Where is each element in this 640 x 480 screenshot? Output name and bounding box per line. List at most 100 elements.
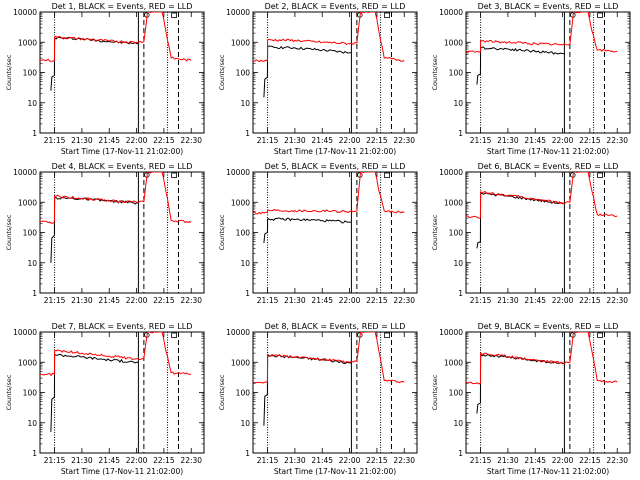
- y-tick-label: 1: [32, 289, 37, 298]
- y-tick-label: 10000: [13, 168, 37, 177]
- x-axis-label: Start Time (17-Nov-11 21:02:00): [61, 467, 183, 476]
- x-tick-label: 22:15: [579, 136, 601, 145]
- series-group: [253, 12, 405, 98]
- end-flag-marker: [171, 172, 177, 178]
- x-tick-label: 22:30: [606, 296, 628, 305]
- y-tick-label: 1000: [231, 358, 250, 367]
- series-lld-red: [466, 12, 618, 54]
- x-axis-label: Start Time (17-Nov-11 21:02:00): [61, 147, 183, 156]
- panel-title: Det 8, BLACK = Events, RED = LLD: [265, 322, 406, 331]
- series-events-black: [263, 354, 352, 426]
- detector-panel-2: Det 2, BLACK = Events, RED = LLD Counts/s…: [218, 2, 418, 156]
- series-group: [466, 12, 618, 85]
- series-group: [466, 172, 618, 249]
- y-tick-label: 1: [245, 129, 250, 138]
- x-tick-label: 21:15: [44, 456, 66, 465]
- y-tick-label: 1000: [231, 198, 250, 207]
- x-tick-label: 22:15: [366, 136, 388, 145]
- x-tick-label: 21:15: [257, 136, 279, 145]
- y-tick-label: 10: [453, 419, 463, 428]
- plot-frame: [39, 331, 205, 454]
- x-tick-label: 22:30: [393, 456, 415, 465]
- y-tick-label: 10000: [13, 8, 37, 17]
- x-tick-label: 22:15: [153, 136, 175, 145]
- panel-title: Det 9, BLACK = Events, RED = LLD: [478, 322, 619, 331]
- x-axis-label: Start Time (17-Nov-11 21:02:00): [487, 147, 609, 156]
- x-tick-label: 21:30: [71, 136, 93, 145]
- series-events-black: [476, 353, 565, 414]
- x-tick-label: 22:30: [606, 136, 628, 145]
- y-tick-label: 100: [449, 69, 464, 78]
- series-group: [40, 172, 192, 263]
- panel-title: Det 5, BLACK = Events, RED = LLD: [265, 162, 406, 171]
- x-tick-label: 21:45: [311, 136, 333, 145]
- y-tick-label: 100: [236, 389, 251, 398]
- time-markers: [54, 332, 179, 453]
- plot-frame: [465, 331, 631, 454]
- series-lld-red: [253, 12, 405, 63]
- y-tick-label: 10000: [439, 328, 463, 337]
- series-group: [253, 172, 405, 244]
- y-tick-label: 1000: [18, 358, 37, 367]
- y-axis-label: Counts/sec: [218, 214, 226, 250]
- detector-panel-6: Det 6, BLACK = Events, RED = LLD Counts/s…: [431, 162, 631, 305]
- plot-frame: [39, 171, 205, 294]
- y-tick-label: 100: [236, 229, 251, 238]
- y-tick-label: 1: [32, 449, 37, 458]
- y-tick-label: 10000: [226, 168, 250, 177]
- y-tick-label: 100: [23, 229, 38, 238]
- y-axis-label: Counts/sec: [5, 214, 13, 250]
- y-tick-label: 10000: [439, 8, 463, 17]
- panel-title: Det 4, BLACK = Events, RED = LLD: [52, 162, 193, 171]
- x-tick-label: 22:30: [180, 456, 202, 465]
- panel-title: Det 2, BLACK = Events, RED = LLD: [265, 2, 406, 11]
- y-tick-label: 10000: [439, 168, 463, 177]
- x-tick-label: 22:00: [552, 296, 574, 305]
- end-flag-marker: [171, 12, 177, 18]
- x-axis-label: Start Time (17-Nov-11 21:02:00): [274, 467, 396, 476]
- series-lld-red: [40, 172, 192, 224]
- y-tick-label: 1: [245, 289, 250, 298]
- y-tick-label: 10000: [226, 328, 250, 337]
- plot-frame: [39, 11, 205, 134]
- y-tick-label: 1: [458, 129, 463, 138]
- detector-panel-9: Det 9, BLACK = Events, RED = LLD Counts/s…: [431, 322, 631, 476]
- x-tick-label: 21:15: [44, 136, 66, 145]
- x-tick-label: 21:45: [524, 456, 546, 465]
- y-tick-label: 100: [23, 69, 38, 78]
- x-tick-label: 22:15: [579, 296, 601, 305]
- series-lld-red: [253, 332, 405, 384]
- x-tick-label: 21:45: [98, 136, 120, 145]
- y-tick-label: 10: [27, 99, 37, 108]
- x-tick-label: 22:00: [126, 296, 148, 305]
- y-tick-label: 1: [458, 289, 463, 298]
- x-tick-label: 21:30: [497, 296, 519, 305]
- panel-title: Det 1, BLACK = Events, RED = LLD: [52, 2, 193, 11]
- x-tick-label: 22:15: [153, 296, 175, 305]
- y-tick-label: 100: [23, 389, 38, 398]
- x-tick-label: 21:45: [98, 456, 120, 465]
- x-tick-label: 21:45: [524, 136, 546, 145]
- x-tick-label: 21:15: [470, 456, 492, 465]
- x-tick-label: 22:00: [552, 456, 574, 465]
- detector-panel-8: Det 8, BLACK = Events, RED = LLD Counts/s…: [218, 322, 418, 476]
- y-tick-label: 10: [453, 99, 463, 108]
- x-tick-label: 22:00: [339, 456, 361, 465]
- x-tick-label: 22:00: [339, 136, 361, 145]
- x-tick-label: 22:30: [606, 456, 628, 465]
- x-tick-label: 22:15: [366, 296, 388, 305]
- series-group: [466, 332, 618, 414]
- series-lld-red: [40, 12, 192, 62]
- panel-title: Det 6, BLACK = Events, RED = LLD: [478, 162, 619, 171]
- detector-panel-4: Det 4, BLACK = Events, RED = LLD Counts/s…: [5, 162, 205, 305]
- series-events-black: [263, 217, 352, 244]
- plot-frame: [465, 171, 631, 294]
- x-tick-label: 21:15: [470, 296, 492, 305]
- x-tick-label: 21:45: [311, 456, 333, 465]
- x-tick-label: 22:00: [126, 456, 148, 465]
- y-tick-label: 1000: [444, 38, 463, 47]
- series-lld-red: [40, 332, 192, 377]
- plot-frame: [252, 11, 418, 134]
- y-tick-label: 1000: [18, 38, 37, 47]
- series-lld-red: [466, 332, 618, 385]
